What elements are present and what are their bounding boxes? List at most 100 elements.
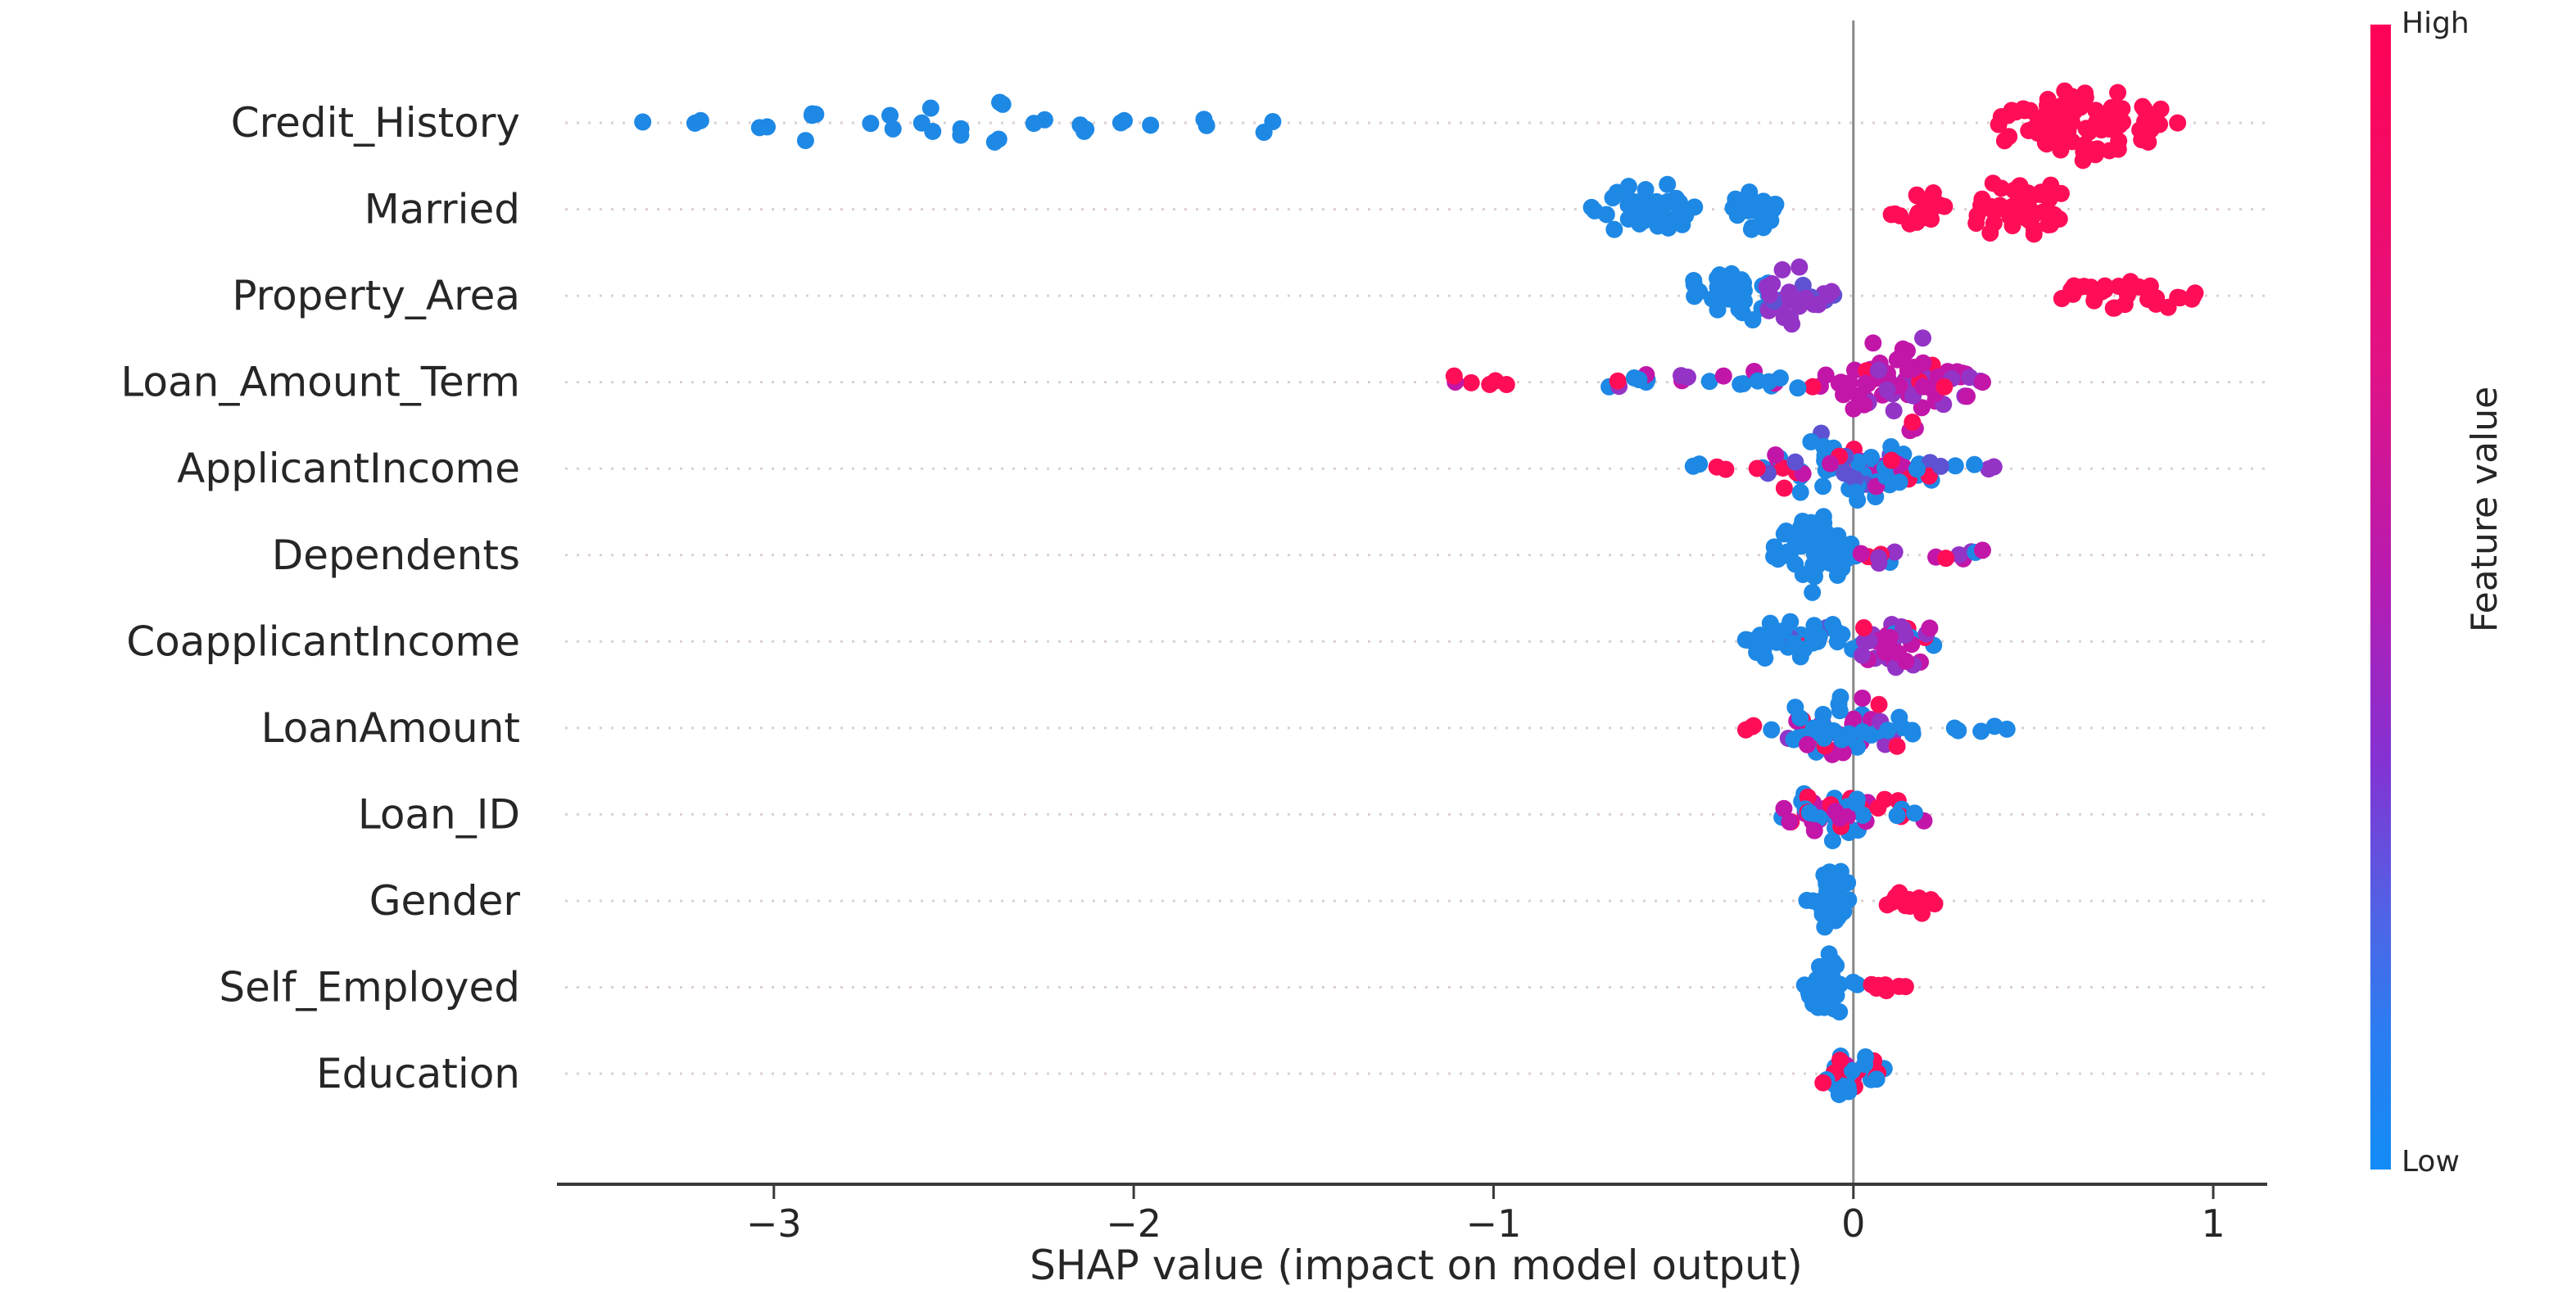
shap-point	[1831, 1003, 1849, 1021]
shap-point	[1997, 199, 2015, 217]
x-tick-label: 1	[2201, 1201, 2225, 1246]
shap-point	[1733, 304, 1751, 322]
shap-point	[1780, 283, 1798, 301]
shap-point	[1814, 705, 1832, 723]
shap-point	[1775, 309, 1793, 327]
beeswarm-row-Self_Employed	[1795, 945, 1914, 1021]
shap-point	[1700, 373, 1718, 391]
shap-point	[1462, 373, 1480, 391]
shap-point	[1823, 831, 1841, 849]
shap-point	[1609, 372, 1627, 390]
shap-point	[2106, 299, 2124, 317]
shap-point	[1748, 459, 1766, 477]
beeswarm-row-Married	[1582, 174, 2070, 243]
shap-point	[2038, 135, 2056, 153]
shap-point	[2053, 100, 2071, 118]
shap-point	[1885, 402, 1903, 420]
shap-point	[1608, 183, 1626, 201]
shap-point	[1904, 413, 1922, 431]
feature-label: Property_Area	[232, 272, 520, 319]
shap-point	[1882, 438, 1900, 456]
shap-point	[1789, 379, 1807, 397]
shap-point	[1855, 396, 1873, 414]
shap-point	[1785, 731, 1803, 749]
shap-point	[1870, 695, 1888, 713]
shap-point	[1765, 538, 1783, 556]
shap-point	[2024, 120, 2042, 138]
shap-point	[1773, 260, 1791, 278]
shap-point	[1836, 464, 1854, 482]
shap-point	[1930, 196, 1948, 214]
shap-point	[1881, 628, 1899, 646]
shap-point	[1998, 720, 2016, 738]
shap-point	[1854, 646, 1872, 664]
beeswarm-row-Loan_ID	[1773, 785, 1933, 849]
shap-point	[2039, 90, 2057, 108]
shap-point	[2011, 177, 2029, 195]
shap-point	[1860, 631, 1878, 649]
shap-point	[1894, 340, 1912, 358]
shap-point	[1691, 283, 1709, 301]
shap-point	[1980, 460, 1998, 478]
shap-point	[952, 120, 970, 138]
shap-point	[1857, 374, 1875, 392]
shap-point	[1814, 477, 1832, 495]
shap-point	[1890, 977, 1908, 995]
shap-point	[1817, 366, 1835, 384]
shap-point	[1785, 635, 1803, 653]
shap-point	[1723, 265, 1741, 283]
shap-point	[1631, 215, 1649, 233]
shap-point	[1913, 399, 1931, 417]
shap-point	[2086, 285, 2104, 303]
shap-point	[1886, 543, 1904, 561]
feature-label: Loan_ID	[358, 790, 520, 838]
shap-point	[1800, 803, 1818, 821]
shap-point	[2076, 84, 2094, 102]
shap-point	[1791, 483, 1809, 501]
x-tick-label: −1	[1466, 1201, 1522, 1246]
shap-point	[2171, 289, 2189, 307]
shap-point	[2014, 100, 2032, 118]
shap-point	[1848, 738, 1866, 756]
shap-point	[1815, 538, 1833, 556]
shap-point	[1809, 997, 1827, 1015]
shap-point	[1264, 112, 1282, 130]
beeswarm-row-ApplicantIncome	[1684, 424, 2003, 509]
shap-point	[1761, 614, 1779, 632]
shap-point	[2062, 281, 2080, 299]
shap-point	[1843, 1061, 1861, 1079]
shap-point	[1882, 451, 1900, 469]
shap-point	[1768, 633, 1786, 651]
shap-point	[1890, 473, 1908, 491]
shap-point	[1497, 376, 1515, 394]
beeswarm-row-LoanAmount	[1736, 688, 2016, 763]
feature-label: Loan_Amount_Term	[120, 359, 520, 406]
shap-point	[1852, 545, 1870, 563]
shap-point	[1949, 722, 1967, 740]
feature-label: CoapplicantIncome	[126, 618, 520, 665]
shap-point	[1736, 721, 1754, 739]
shap-point	[1840, 725, 1858, 743]
shap-point	[1798, 735, 1816, 753]
shap-point	[1921, 619, 1939, 637]
x-axis-title: SHAP value (impact on model output)	[1030, 1242, 1803, 1289]
shap-point	[1605, 220, 1623, 238]
shap-point	[1767, 446, 1785, 464]
shap-point	[1142, 116, 1160, 134]
shap-point	[1804, 378, 1822, 396]
shap-point	[1878, 381, 1896, 399]
shap-point	[1931, 457, 1949, 475]
shap-point	[1764, 200, 1782, 218]
shap-point	[796, 132, 814, 150]
shap-point	[1869, 799, 1887, 817]
shap-point	[1708, 458, 1726, 476]
feature-label: Dependents	[272, 532, 520, 579]
shap-point	[1116, 111, 1134, 129]
shap-point	[1739, 201, 1757, 219]
shap-point	[1855, 618, 1873, 636]
shap-point	[2148, 289, 2166, 307]
shap-point	[1888, 807, 1906, 825]
shap-point	[1727, 190, 1745, 208]
shap-point	[1734, 375, 1752, 393]
shap-point	[1671, 193, 1689, 211]
